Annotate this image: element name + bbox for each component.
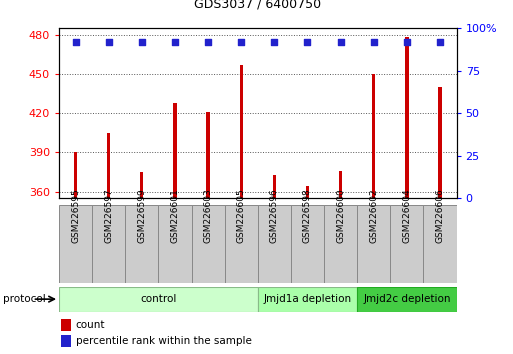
Text: Jmjd2c depletion: Jmjd2c depletion xyxy=(363,294,450,304)
Bar xyxy=(372,74,376,198)
Bar xyxy=(191,205,225,283)
Text: GSM226602: GSM226602 xyxy=(369,188,378,243)
Bar xyxy=(240,65,243,198)
Point xyxy=(436,39,444,45)
Bar xyxy=(107,133,110,198)
Bar xyxy=(258,287,357,312)
Bar xyxy=(405,38,408,198)
Text: GSM226603: GSM226603 xyxy=(204,188,212,243)
Point xyxy=(171,39,179,45)
Point xyxy=(303,39,311,45)
Text: count: count xyxy=(76,320,105,330)
Bar xyxy=(258,205,291,283)
Text: control: control xyxy=(140,294,176,304)
Bar xyxy=(61,319,71,331)
Point xyxy=(403,39,411,45)
Text: GSM226605: GSM226605 xyxy=(236,188,246,243)
Bar xyxy=(206,112,210,198)
Bar xyxy=(273,175,276,198)
Bar xyxy=(173,103,176,198)
Point xyxy=(105,39,113,45)
Bar xyxy=(59,205,92,283)
Bar xyxy=(306,187,309,198)
Bar xyxy=(339,171,342,198)
Point xyxy=(237,39,245,45)
Bar xyxy=(357,287,457,312)
Text: GSM226601: GSM226601 xyxy=(170,188,180,243)
Bar xyxy=(59,287,258,312)
Point xyxy=(270,39,279,45)
Text: protocol: protocol xyxy=(3,294,45,304)
Bar xyxy=(140,172,144,198)
Text: GSM226595: GSM226595 xyxy=(71,188,80,243)
Point xyxy=(137,39,146,45)
Bar xyxy=(159,205,191,283)
Point xyxy=(337,39,345,45)
Point xyxy=(204,39,212,45)
Bar xyxy=(92,205,125,283)
Text: GSM226597: GSM226597 xyxy=(104,188,113,243)
Bar xyxy=(291,205,324,283)
Bar xyxy=(324,205,357,283)
Bar xyxy=(125,205,159,283)
Text: GSM226606: GSM226606 xyxy=(436,188,444,243)
Text: GSM226599: GSM226599 xyxy=(137,188,146,243)
Bar xyxy=(357,205,390,283)
Text: GSM226596: GSM226596 xyxy=(270,188,279,243)
Point xyxy=(71,39,80,45)
Text: GSM226600: GSM226600 xyxy=(336,188,345,243)
Bar xyxy=(423,205,457,283)
Text: percentile rank within the sample: percentile rank within the sample xyxy=(76,336,251,346)
Text: GSM226604: GSM226604 xyxy=(402,188,411,243)
Bar xyxy=(438,87,442,198)
Bar xyxy=(61,335,71,347)
Text: Jmjd1a depletion: Jmjd1a depletion xyxy=(263,294,351,304)
Text: GDS3037 / 6400750: GDS3037 / 6400750 xyxy=(194,0,321,11)
Bar xyxy=(225,205,258,283)
Text: GSM226598: GSM226598 xyxy=(303,188,312,243)
Bar xyxy=(390,205,423,283)
Point xyxy=(370,39,378,45)
Bar xyxy=(74,153,77,198)
